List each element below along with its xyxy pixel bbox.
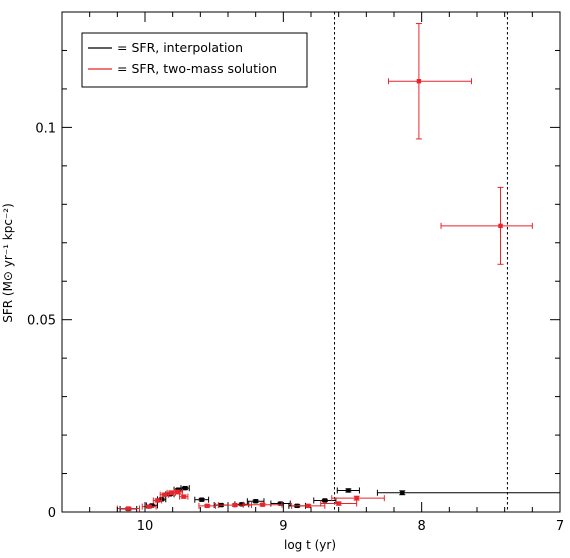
legend-box <box>81 32 308 88</box>
data-point-1-9 <box>242 501 283 508</box>
legend-label-two-mass: = SFR, two-mass solution <box>117 61 277 76</box>
marker <box>176 489 181 495</box>
vertical-reference-lines <box>334 12 508 512</box>
y-tick-label: 0 <box>48 506 56 521</box>
x-axis-title: log t (yr) <box>284 538 336 552</box>
marker <box>336 501 341 506</box>
marker <box>354 495 359 501</box>
x-tick-label: 10 <box>137 519 154 534</box>
data-point-0-13 <box>336 487 360 494</box>
data-point-1-14 <box>440 186 533 265</box>
marker <box>155 498 160 503</box>
marker <box>169 490 174 495</box>
marker <box>162 492 167 497</box>
data-point-1-7 <box>198 502 217 509</box>
legend-label-interpolation: = SFR, interpolation <box>117 40 243 55</box>
marker <box>239 502 245 507</box>
data-point-1-6 <box>179 493 189 500</box>
data-point-0-6 <box>194 496 210 503</box>
data-point-1-12 <box>331 495 385 502</box>
marker <box>260 502 265 507</box>
y-tick-label: 0.05 <box>27 314 56 329</box>
data-point-1-0 <box>116 505 140 512</box>
marker <box>278 501 283 506</box>
marker <box>126 506 131 511</box>
series-1 <box>116 23 533 512</box>
marker <box>322 498 328 503</box>
data-point-0-10 <box>270 500 291 507</box>
y-axis-title: SFR (M⊙ yr⁻¹ kpc⁻²) <box>1 203 15 323</box>
marker <box>400 490 405 495</box>
data-point-1-13 <box>387 23 472 140</box>
marker <box>416 79 422 84</box>
data-point-1-11 <box>320 500 358 507</box>
marker <box>182 485 188 491</box>
axis-ticks <box>61 11 561 513</box>
marker <box>146 504 152 509</box>
data-point-1-5 <box>173 489 183 495</box>
marker <box>253 499 258 504</box>
data-point-1-3 <box>159 491 170 498</box>
data-point-1-2 <box>152 497 163 504</box>
axis-tick-labels: 10 9 8 7 0 0.05 0.1 <box>27 121 564 534</box>
x-tick-label: 8 <box>418 519 426 534</box>
data-point-0-14 <box>376 489 560 496</box>
marker <box>205 503 210 509</box>
data-series-layer <box>116 23 560 512</box>
data-point-1-10 <box>291 502 326 509</box>
x-tick-label: 9 <box>279 519 287 534</box>
marker <box>498 223 503 229</box>
marker <box>346 488 351 493</box>
marker <box>232 502 238 508</box>
y-tick-label: 0.1 <box>35 121 56 136</box>
x-tick-label: 7 <box>556 519 564 534</box>
marker <box>181 494 186 499</box>
marker <box>199 497 204 502</box>
legend: = SFR, interpolation = SFR, two-mass sol… <box>81 32 308 88</box>
marker <box>306 503 311 509</box>
